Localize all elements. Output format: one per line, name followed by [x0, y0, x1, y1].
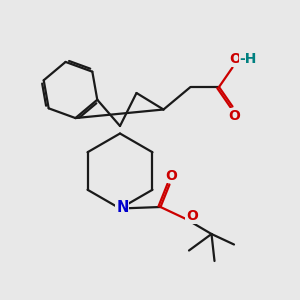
Text: O: O	[186, 209, 198, 223]
Text: O: O	[165, 169, 177, 182]
Text: N: N	[116, 200, 129, 215]
Text: O: O	[228, 109, 240, 122]
Text: O: O	[229, 52, 241, 66]
Text: -H: -H	[239, 52, 257, 66]
